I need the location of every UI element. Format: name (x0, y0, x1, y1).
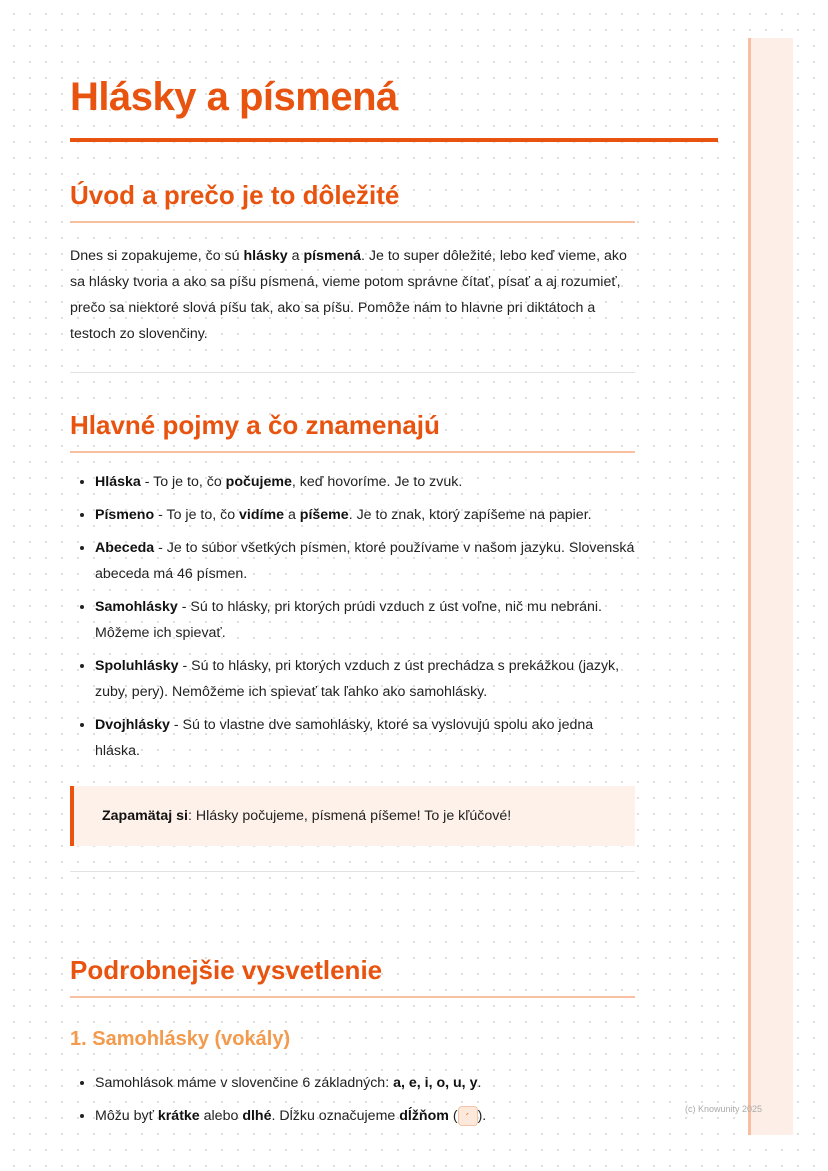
footer: (c) Knowunity 2025 (685, 1104, 763, 1114)
text: - To je to, čo (140, 474, 226, 490)
paragraph: Dnes si zopakujeme, čo sú hlásky a písme… (70, 243, 635, 347)
bold-text: dĺžňom (399, 1108, 449, 1124)
section: Úvod a prečo je to dôležité Dnes si zopa… (70, 177, 635, 373)
bold-text: píšeme (299, 507, 349, 523)
text: - Sú to vlastne dve samohlásky, ktoré sa… (95, 717, 594, 759)
list-item: Môžu byť krátke alebo dlhé. Dĺžku označu… (95, 1103, 635, 1129)
list-item: Písmeno - To je to, čo vidíme a píšeme. … (95, 502, 635, 528)
bold-text: hlásky (243, 248, 288, 264)
text: ( (448, 1108, 458, 1124)
text: - To je to, čo (154, 507, 240, 523)
list-item: Spoluhlásky - Sú to hlásky, pri ktorých … (95, 653, 635, 705)
text: . Je to super dôležité, lebo keď vieme, … (70, 248, 627, 342)
bold-text: Samohlásky (95, 599, 178, 615)
list-item: Hláska - To je to, čo počujeme, keď hovo… (95, 469, 635, 495)
bold-text: Dvojhlásky (95, 717, 170, 733)
bold-text: Spoluhlásky (95, 658, 179, 674)
list-item: Samohlásky - Sú to hlásky, pri ktorých p… (95, 594, 635, 646)
title-rule (70, 138, 718, 142)
divider (70, 372, 635, 373)
section: Podrobnejšie vysvetlenie 1. Samohlásky (… (70, 952, 635, 1136)
text: Dnes si zopakujeme, čo sú (70, 248, 244, 264)
text: - Sú to hlásky, pri ktorých vzduch z úst… (95, 658, 620, 700)
list-item: Abeceda - Je to súbor všetkých písmen, k… (95, 535, 635, 587)
vowel-list: Samohlások máme v slovenčine 6 základnýc… (70, 1070, 635, 1129)
list-item: Dvojhlásky - Sú to vlastne dve samohlásk… (95, 712, 635, 764)
bold-text: Abeceda (95, 540, 155, 556)
bold-text: a, e, i, o, u, y (393, 1075, 478, 1091)
bold-text: vidíme (239, 507, 284, 523)
divider (70, 871, 635, 872)
section-heading: Hlavné pojmy a čo znamenajú (70, 407, 635, 453)
bold-text: počujeme (225, 474, 292, 490)
list-item: Samohlások máme v slovenčine 6 základnýc… (95, 1070, 635, 1096)
text: : Hlásky počujeme, písmená píšeme! To je… (187, 808, 512, 824)
bold-text: Písmeno (95, 507, 155, 523)
bold-text: Hláska (95, 474, 141, 490)
text: . Dĺžku označujeme (271, 1108, 400, 1124)
bold-text: písmená (303, 248, 362, 264)
text: ). (477, 1108, 487, 1124)
accent-mark: ´ (457, 1106, 478, 1127)
text: - Je to súbor všetkých písmen, ktoré pou… (95, 540, 635, 582)
text: a (284, 507, 300, 523)
text: Môžu byť (95, 1108, 158, 1124)
section: Hlavné pojmy a čo znamenajú Hláska - To … (70, 407, 635, 872)
bold-text: krátke (157, 1108, 200, 1124)
note-box: Zapamätaj si: Hlásky počujeme, písmená p… (70, 786, 635, 846)
text: . (477, 1075, 482, 1091)
text: alebo (199, 1108, 243, 1124)
bold-text: Zapamätaj si (102, 808, 188, 824)
section-heading: Podrobnejšie vysvetlenie (70, 952, 635, 998)
text: . Je to znak, ktorý zapíšeme na papier. (348, 507, 592, 523)
text: , keď hovoríme. Je to zvuk. (291, 474, 463, 490)
text: Samohlások máme v slovenčine 6 základnýc… (95, 1075, 394, 1091)
page-title: Hlásky a písmená (70, 75, 398, 119)
subheading: 1. Samohlásky (vokály) (70, 1028, 291, 1050)
term-list: Hláska - To je to, čo počujeme, keď hovo… (70, 469, 635, 764)
bold-text: dlhé (242, 1108, 272, 1124)
section-heading: Úvod a prečo je to dôležité (70, 177, 635, 223)
text: a (287, 248, 304, 264)
text: - Sú to hlásky, pri ktorých prúdi vzduch… (95, 599, 602, 641)
side-strip (748, 38, 793, 1135)
